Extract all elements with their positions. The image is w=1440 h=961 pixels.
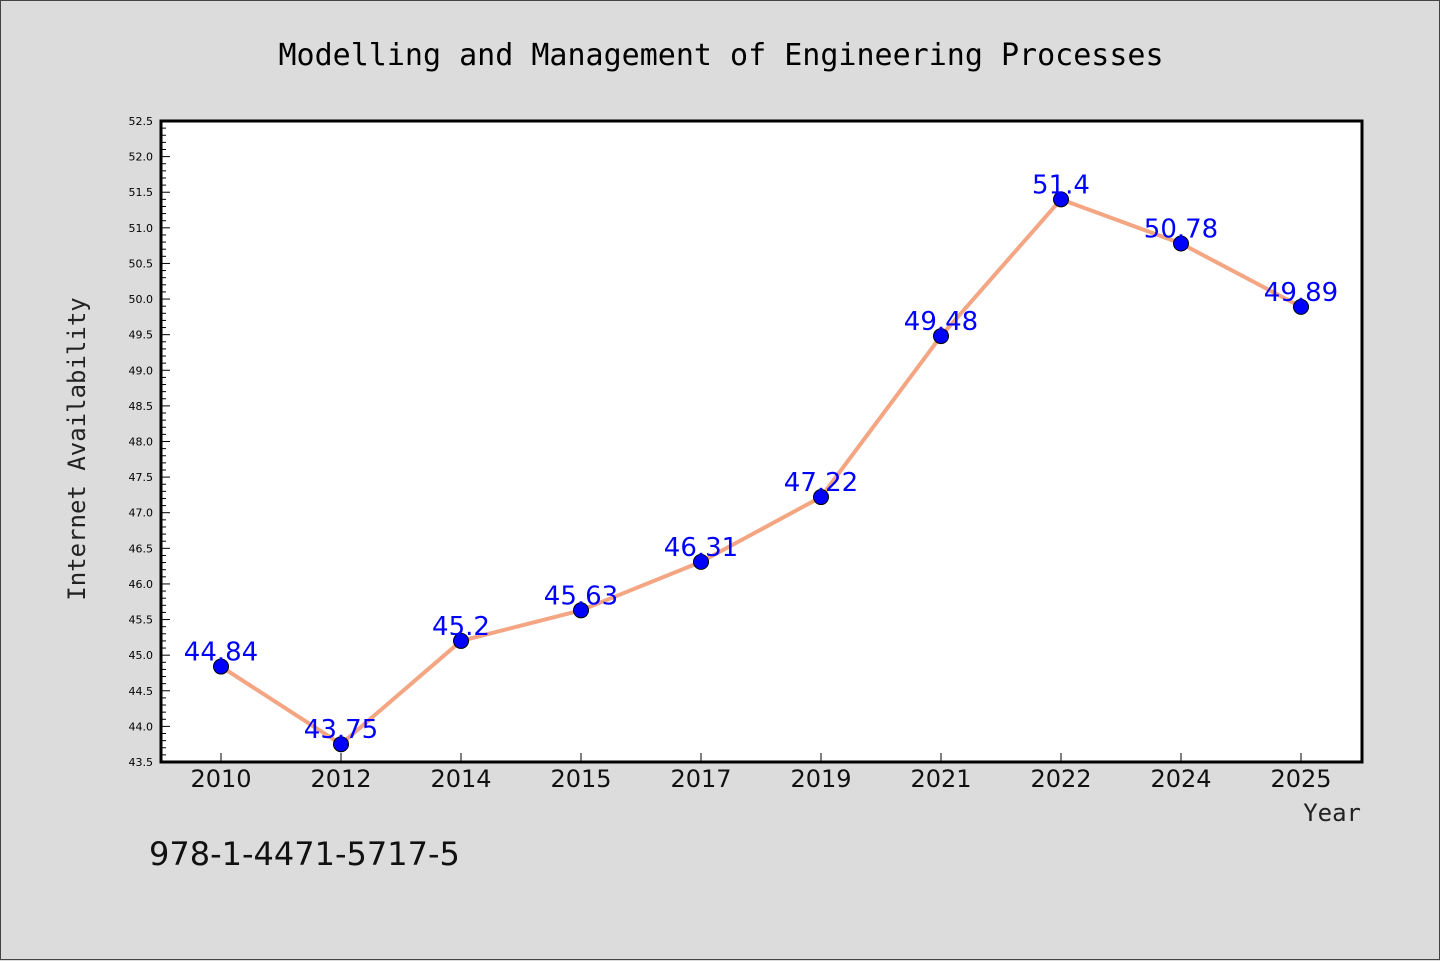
x-axis-title: Year [1303,799,1361,827]
y-tick-label: 44.5 [129,685,154,698]
y-tick-label: 46.5 [129,542,154,555]
data-point [333,736,349,753]
y-tick-label: 48.0 [129,436,154,449]
y-tick-label: 49.0 [129,364,154,377]
data-point [1173,235,1189,252]
y-tick-label: 48.5 [129,400,154,413]
y-tick-label: 45.5 [129,614,154,627]
y-axis: 43.5 44.0 44.5 45.0 45.5 46.0 46.5 47.0 47.5 48.0… [129,115,170,769]
data-label: 49.89 [1264,278,1338,308]
data-point [1053,191,1069,208]
chart-title: Modelling and Management of Engineering … [278,38,1163,73]
data-point [813,489,829,506]
x-tick-label: 2021 [910,765,971,793]
data-point [213,658,229,675]
data-point [573,602,589,619]
x-tick-label: 2014 [430,765,491,793]
series-group: 44.84 43.75 45.2 45.63 46.31 47.22 49.48 51.4 50… [184,170,1338,753]
y-tick-label: 47.0 [129,507,154,520]
x-axis: 2010 2012 2014 2015 2017 2019 2021 2022 2024 2025 [190,753,1332,793]
y-tick-label: 47.5 [129,471,154,484]
y-tick-label: 43.5 [129,756,154,769]
y-tick-label: 49.5 [129,329,154,342]
y-tick-label: 50.0 [129,293,154,306]
isbn-annotation: 978-1-4471-5717-5 [149,835,460,873]
data-label: 47.22 [784,468,858,498]
data-label: 49.48 [904,307,978,337]
data-point [933,328,949,345]
y-axis-title: Internet Availability [63,297,91,600]
x-tick-label: 2025 [1270,765,1331,793]
y-tick-label: 50.5 [129,257,154,270]
data-label: 50.78 [1144,215,1218,245]
x-tick-label: 2010 [190,765,251,793]
y-tick-label: 51.5 [129,186,154,199]
x-tick-label: 2024 [1150,765,1211,793]
y-tick-label: 51.0 [129,222,154,235]
x-tick-label: 2019 [790,765,851,793]
x-tick-label: 2015 [550,765,611,793]
y-tick-label: 46.0 [129,578,154,591]
x-tick-label: 2012 [310,765,371,793]
data-point [1293,298,1309,315]
data-point [453,632,469,649]
data-label: 43.75 [304,715,378,745]
y-tick-label: 45.0 [129,649,154,662]
series-line [219,197,1303,747]
plot-area [159,119,1364,764]
data-label: 51.4 [1032,170,1090,200]
data-label: 44.84 [184,638,258,668]
x-tick-label: 2017 [670,765,731,793]
y-tick-label: 44.0 [129,720,154,733]
data-label: 45.63 [544,581,618,611]
x-tick-label: 2022 [1030,765,1091,793]
data-label: 46.31 [664,533,738,563]
y-tick-label: 52.0 [129,151,154,164]
data-point [693,553,709,570]
y-tick-label: 52.5 [129,115,154,128]
data-label: 45.2 [432,612,490,642]
